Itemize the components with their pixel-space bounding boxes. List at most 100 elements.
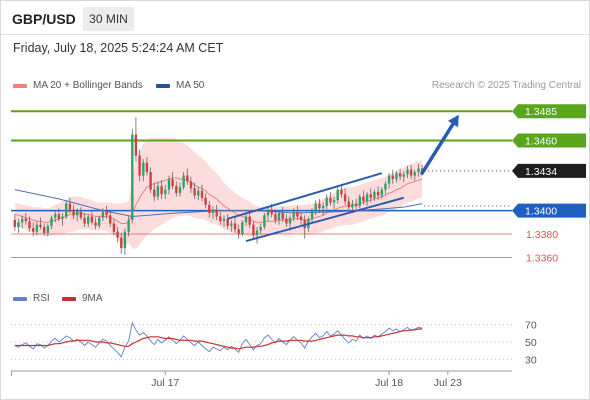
projection-arrow-head (447, 114, 459, 128)
legend-swatch-ma50 (156, 83, 170, 88)
candle-body (329, 197, 332, 203)
candle-body (332, 200, 336, 203)
candle-body (336, 189, 339, 201)
candle-body (109, 215, 112, 224)
candle-body (233, 223, 237, 230)
candle-body (13, 220, 16, 227)
price-tag-bg-2 (512, 163, 586, 178)
candle-body (90, 216, 94, 223)
candle-body (270, 209, 273, 215)
candle-body (285, 218, 288, 224)
legend-swatch-bollinger (13, 83, 27, 88)
candle-body (252, 224, 255, 236)
time-tick-label-1: Jul 18 (375, 377, 403, 389)
candle-body (318, 203, 321, 209)
rsi-level-label-1: 50 (525, 337, 537, 349)
candle-body (83, 217, 86, 224)
price-label-5: 1.3360 (526, 252, 558, 264)
candle-body (112, 223, 116, 232)
candle-body (39, 224, 42, 227)
candle-body (417, 168, 420, 172)
candle-body (156, 186, 160, 197)
candle-body (296, 211, 299, 217)
candle-body (182, 175, 185, 188)
trend-channel-lower (245, 196, 405, 243)
projection-arrow-shaft (420, 122, 455, 175)
legend-item-bollinger: MA 20 + Bollinger Bands (13, 80, 143, 91)
candle-body (299, 216, 303, 220)
candle-body (28, 221, 31, 229)
price-label-4: 1.3380 (526, 229, 558, 241)
candle-body (57, 214, 61, 219)
candle-body (138, 155, 141, 176)
candle-body (384, 183, 387, 190)
candle-body (43, 227, 46, 233)
candle-body (362, 196, 365, 202)
candle-body (263, 215, 266, 227)
candle-body (266, 209, 270, 216)
candle-body (204, 197, 207, 205)
candle-body (420, 168, 424, 171)
candle-body (101, 211, 105, 218)
rsi-panel: 30 50 70 (11, 320, 537, 366)
candle-body (310, 210, 314, 219)
candle-body (153, 189, 156, 197)
legend-item-rsi-ma: 9MA (62, 293, 103, 304)
candle-body (248, 216, 251, 225)
candle-body (189, 181, 193, 189)
candle-body (197, 190, 200, 196)
time-axis: Jul 17 Jul 18 Jul 23 (11, 370, 512, 389)
price-label-1: 1.3460 (525, 135, 557, 147)
candlestick-layer (13, 117, 424, 256)
candle-body (314, 203, 317, 211)
candle-body (351, 203, 354, 208)
candle-body (230, 223, 233, 226)
candle-body (50, 217, 53, 226)
candle-body (413, 172, 416, 176)
candle-body (343, 194, 347, 202)
candle-body (358, 196, 361, 206)
candle-body (186, 175, 189, 182)
time-tick-label-0: Jul 17 (151, 377, 179, 389)
candle-body (244, 216, 248, 223)
candle-body (76, 211, 79, 216)
candle-body (142, 162, 145, 176)
trend-channel-upper (227, 172, 383, 220)
candle-body (281, 213, 284, 219)
candle-body (409, 169, 413, 176)
candle-body (46, 225, 50, 233)
candle-body (398, 173, 402, 177)
legend-item-rsi: RSI (13, 293, 50, 304)
bollinger-band-layer (14, 138, 423, 250)
candle-body (321, 206, 325, 209)
price-level-layer (11, 110, 512, 258)
candle-body (120, 237, 123, 249)
timeframe-button[interactable]: 30 MIN (83, 7, 134, 31)
rsi-level-label-2: 70 (525, 320, 537, 332)
candle-body (171, 179, 174, 187)
candle-body (149, 172, 152, 190)
candle-body (369, 194, 372, 198)
candle-body (274, 214, 277, 221)
candle-body (32, 228, 35, 232)
candle-body (61, 216, 64, 219)
candle-body (193, 188, 196, 196)
candle-body (259, 227, 262, 231)
candle-body (288, 217, 292, 224)
time-tick-label-2: Jul 23 (434, 377, 462, 389)
price-label-3: 1.3400 (525, 206, 557, 218)
candle-body (208, 204, 211, 213)
price-tag-bg-3 (512, 203, 586, 218)
candle-body (391, 175, 394, 179)
candle-body (406, 169, 409, 175)
candle-body (175, 186, 178, 194)
candle-body (402, 174, 405, 177)
candle-body (325, 197, 328, 206)
candle-body (145, 162, 149, 173)
candle-body (354, 203, 358, 206)
ma50-line (14, 189, 423, 218)
candle-body (365, 194, 369, 202)
candle-body (17, 222, 20, 227)
rsi-level-label-0: 30 (525, 354, 537, 366)
